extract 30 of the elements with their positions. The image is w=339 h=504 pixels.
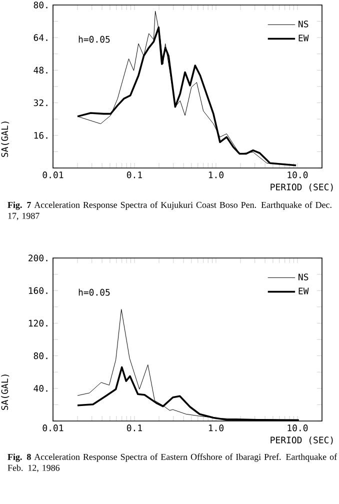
x-tick-label: 0.1 [126, 424, 142, 432]
legend-label: EW [298, 288, 309, 294]
legend-label: EW [298, 34, 309, 42]
y-tick-label: 48. [34, 66, 48, 74]
y-tick-label: 120. [28, 320, 48, 327]
y-tick-label: 40. [34, 385, 48, 392]
y-axis-title: SA(GAL) [1, 122, 10, 157]
y-tick-label: 160. [28, 287, 48, 294]
text: Fig. 8 Acceleration Response Spectra of Eastern Offshore of Ibaragi Pref. Earthquake of Feb. 12, 1986 [8, 454, 338, 472]
annotation: h=0.05 [78, 288, 110, 296]
x-tick-label: 0.01 [42, 424, 64, 432]
text: Fig. 7 Acceleration Response Spectra of Kujukuri Coast Boso Pen. Earthquake of Dec. 17, 1987 [8, 202, 332, 220]
y-tick-label: 80. [34, 352, 48, 360]
x-tick-label: 1.0 [208, 424, 224, 432]
x-axis-title: PERIOD (SEC) [270, 183, 333, 192]
y-tick-label: 16. [34, 132, 48, 139]
annotation: h=0.05 [78, 36, 110, 43]
y-tick-label: 200. [28, 254, 48, 262]
y-tick-label: 64. [34, 34, 48, 41]
legend-label: NS [298, 274, 308, 280]
x-tick-label: 0.01 [42, 172, 64, 178]
y-tick-label: 80. [34, 2, 48, 8]
x-tick-label: 0.1 [126, 172, 142, 178]
x-tick-label: 10.0 [288, 172, 308, 178]
y-axis-title: SA(GAL) [1, 374, 10, 410]
y-tick-label: 32. [34, 99, 48, 106]
legend-label: NS [298, 20, 308, 28]
x-tick-label: 1.0 [208, 172, 224, 178]
x-tick-label: 10.0 [288, 424, 308, 432]
x-axis-title: PERIOD (SEC) [270, 436, 333, 444]
